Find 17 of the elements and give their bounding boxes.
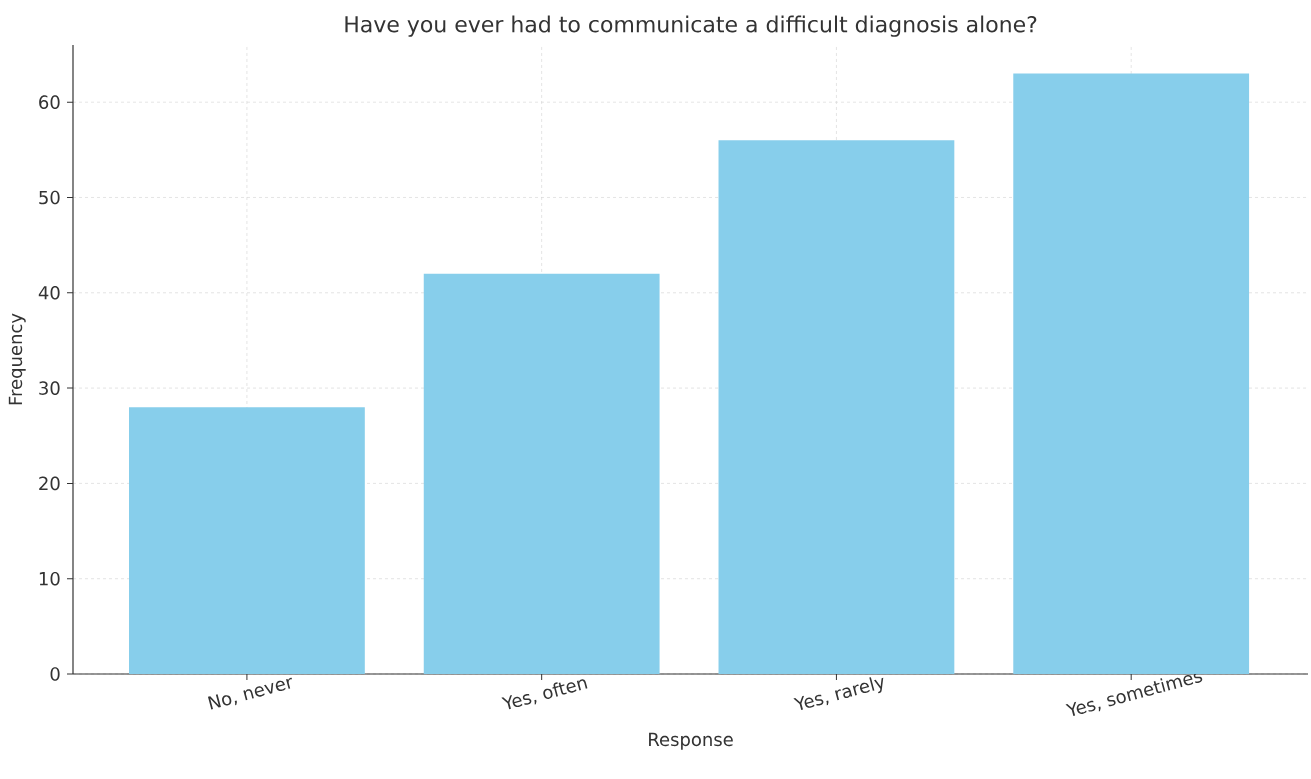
x-tick-label: Yes, rarely — [793, 677, 884, 710]
bar — [718, 140, 955, 674]
x-tick-label: Yes, often — [501, 679, 588, 710]
y-axis-title: Frequency — [8, 313, 26, 405]
chart-title: Have you ever had to communicate a difficult diagnosis alone? — [345, 15, 1037, 37]
bar — [129, 407, 365, 674]
y-tick-label: 50 — [39, 190, 60, 205]
y-tick-label: 60 — [39, 95, 60, 109]
bar — [1013, 73, 1250, 674]
bar — [423, 273, 660, 674]
y-tick-label: 0 — [50, 667, 60, 681]
x-axis-title: Response — [649, 732, 733, 750]
x-tick-label: No, never — [207, 677, 293, 710]
y-tick-label: 30 — [39, 381, 60, 395]
y-tick-label: 20 — [39, 476, 60, 491]
y-tick-label: 40 — [38, 285, 60, 300]
y-tick-label: 10 — [39, 571, 60, 586]
